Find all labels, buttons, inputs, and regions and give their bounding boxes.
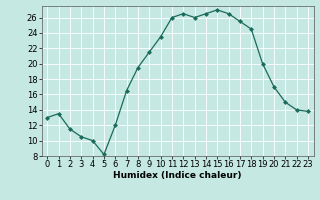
X-axis label: Humidex (Indice chaleur): Humidex (Indice chaleur) xyxy=(113,171,242,180)
